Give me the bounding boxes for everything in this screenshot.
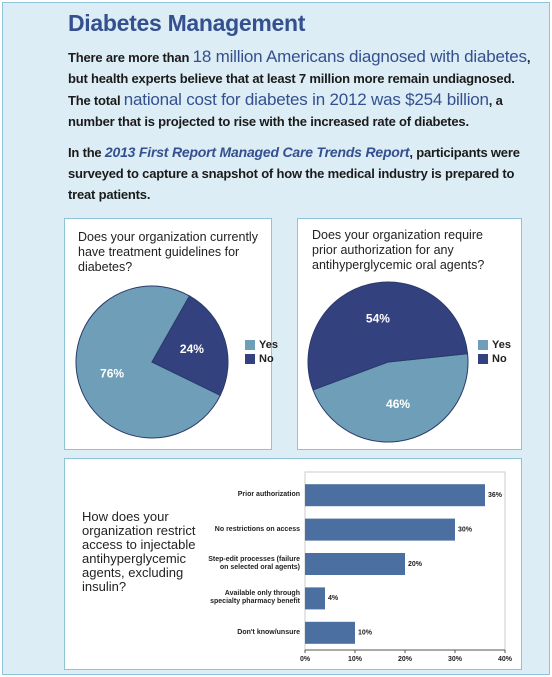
x-tick-label: 10%	[348, 656, 363, 663]
text: There are more than	[68, 50, 193, 65]
data-label: 54%	[366, 311, 390, 325]
paragraph: In the 2013 First Report Managed Care Tr…	[68, 142, 538, 205]
text: , but health experts believe that at lea…	[68, 50, 531, 108]
data-label: 46%	[386, 397, 410, 411]
pie-slice	[151, 295, 229, 396]
chart-title: Does your organization currently have tr…	[78, 230, 258, 274]
legend-label: Yes	[259, 339, 278, 351]
highlight: national cost for diabetes in 2012 was $…	[123, 90, 489, 109]
y-tick-label: No restrictions on access	[214, 525, 300, 533]
bar	[305, 518, 455, 541]
bar	[305, 587, 325, 610]
x-tick-label: 30%	[448, 656, 463, 663]
highlight: 2013 First Report Managed Care Trends Re…	[104, 144, 410, 160]
data-label: 10%	[358, 630, 373, 637]
title: Diabetes Management	[68, 10, 306, 36]
legend-label: No	[259, 353, 274, 365]
y-tick-label: Available only through specialty pharmac…	[210, 590, 300, 606]
pie-slice	[307, 281, 469, 391]
data-label: 36%	[488, 492, 503, 499]
chart-title: How does your organization restrict acce…	[82, 509, 196, 594]
bar	[305, 553, 405, 575]
y-tick-label: Don't know/unsure	[237, 628, 300, 636]
pie-slice	[75, 285, 221, 439]
text: In the	[68, 145, 105, 160]
y-tick-label: Prior authorization	[237, 491, 300, 499]
x-tick-label: 0%	[300, 656, 311, 663]
chart-title: Does your organization require prior aut…	[312, 228, 485, 272]
legend-label: Yes	[492, 339, 511, 351]
legend-swatch	[478, 340, 488, 350]
legend-swatch	[478, 354, 488, 364]
bar	[305, 484, 485, 507]
data-label: 4%	[328, 595, 339, 602]
paragraph: There are more than 18 million Americans…	[68, 46, 538, 132]
legend-label: No	[492, 353, 507, 365]
legend-swatch	[245, 340, 255, 350]
x-tick-label: 20%	[398, 656, 413, 663]
text: , a number that is projected to rise wit…	[68, 93, 503, 129]
data-label: 76%	[100, 367, 124, 381]
text: , participants were surveyed to capture …	[68, 145, 520, 202]
legend-swatch	[245, 354, 255, 364]
highlight: 18 million Americans diagnosed with diab…	[192, 47, 527, 66]
data-label: 20%	[408, 561, 423, 568]
data-label: 24%	[180, 342, 204, 356]
data-label: 30%	[458, 526, 473, 533]
y-tick-label: Step-edit processes (failure on selected…	[208, 556, 300, 571]
x-tick-label: 40%	[498, 656, 513, 663]
bar	[305, 621, 355, 644]
